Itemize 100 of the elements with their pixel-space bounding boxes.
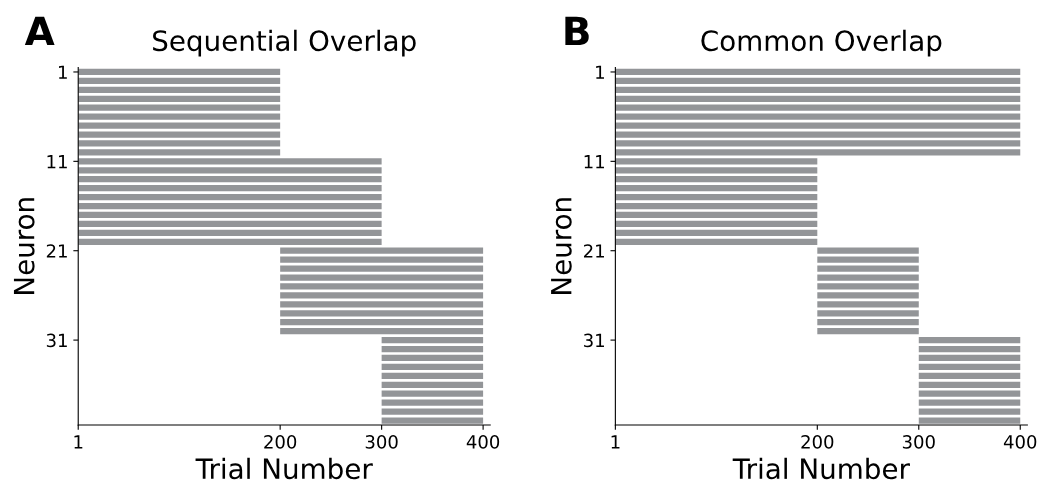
bar bbox=[381, 363, 484, 371]
bar bbox=[78, 238, 382, 245]
text: B bbox=[565, 16, 589, 46]
bar bbox=[918, 354, 1021, 362]
bar bbox=[78, 167, 382, 174]
bar bbox=[78, 158, 382, 165]
y-tick-label: 31 bbox=[46, 333, 67, 348]
bar bbox=[615, 185, 818, 192]
bar bbox=[615, 220, 818, 228]
bar bbox=[78, 68, 281, 76]
bar bbox=[381, 345, 484, 353]
bar bbox=[280, 256, 484, 263]
y-tick-label: 1 bbox=[59, 65, 67, 79]
y-tick-label: 11 bbox=[47, 155, 67, 169]
x-tick-label: 400 bbox=[1003, 435, 1037, 449]
bar bbox=[918, 399, 1021, 406]
text: A bbox=[24, 16, 55, 46]
bar bbox=[615, 77, 1021, 85]
bar bbox=[615, 140, 1021, 147]
bar bbox=[381, 372, 484, 379]
bar bbox=[78, 95, 281, 102]
bar bbox=[615, 167, 818, 174]
bar bbox=[817, 328, 919, 335]
bar bbox=[615, 211, 818, 219]
x-tick-label: 200 bbox=[264, 435, 297, 449]
bar bbox=[918, 336, 1021, 344]
bar bbox=[817, 283, 919, 290]
bar bbox=[280, 292, 484, 299]
bar bbox=[280, 310, 484, 317]
bar bbox=[615, 229, 818, 236]
bar bbox=[817, 292, 919, 299]
y-axis-title: Neuron bbox=[13, 198, 35, 294]
bar bbox=[78, 140, 281, 147]
bar bbox=[280, 283, 484, 290]
bar bbox=[817, 256, 919, 263]
bar bbox=[78, 104, 281, 111]
bar bbox=[78, 211, 382, 219]
bar bbox=[78, 176, 382, 183]
bar bbox=[381, 354, 484, 362]
bar bbox=[280, 301, 484, 308]
y-tick-label: 11 bbox=[584, 155, 604, 169]
bar bbox=[817, 310, 919, 317]
bar bbox=[78, 122, 281, 129]
bar bbox=[78, 149, 281, 156]
bar bbox=[615, 86, 1021, 93]
bar bbox=[817, 274, 919, 281]
bar bbox=[918, 381, 1021, 388]
bar bbox=[615, 122, 1021, 129]
bar bbox=[78, 86, 281, 93]
x-tick-label: 300 bbox=[902, 435, 935, 449]
bar bbox=[918, 390, 1021, 397]
bar bbox=[78, 185, 382, 192]
bar bbox=[817, 319, 919, 326]
bar bbox=[615, 238, 818, 245]
bar bbox=[381, 390, 484, 397]
bar bbox=[381, 381, 484, 388]
y-tick-label: 21 bbox=[584, 244, 604, 258]
y-tick-label: 1 bbox=[596, 65, 604, 79]
x-tick-label: 1 bbox=[74, 435, 83, 449]
x-axis-title: Trial Number bbox=[195, 457, 373, 480]
bar bbox=[78, 77, 281, 85]
bar bbox=[615, 158, 818, 165]
bar bbox=[918, 408, 1021, 415]
bar bbox=[615, 68, 1021, 76]
bar bbox=[381, 399, 484, 406]
chart-title: Common Overlap bbox=[701, 29, 942, 57]
y-tick-label: 21 bbox=[46, 244, 67, 258]
bar bbox=[817, 265, 919, 272]
bar bbox=[280, 328, 484, 335]
bar bbox=[78, 202, 382, 210]
x-axis-title: Trial Number bbox=[732, 457, 910, 480]
x-tick-label: 400 bbox=[466, 435, 500, 449]
bar bbox=[280, 247, 484, 254]
bar bbox=[918, 345, 1021, 353]
bar bbox=[78, 113, 281, 120]
bar bbox=[817, 247, 919, 254]
bar bbox=[78, 229, 382, 236]
bar bbox=[78, 193, 382, 201]
bar bbox=[280, 319, 484, 326]
bar bbox=[918, 417, 1021, 424]
bar bbox=[280, 274, 484, 281]
bar bbox=[280, 265, 484, 272]
bar bbox=[615, 202, 818, 210]
x-tick-label: 200 bbox=[801, 435, 834, 449]
chart-title: Sequential Overlap bbox=[153, 29, 416, 57]
bar bbox=[615, 95, 1021, 102]
x-tick-label: 300 bbox=[365, 435, 398, 449]
bar bbox=[381, 408, 484, 415]
bar bbox=[615, 104, 1021, 111]
bar bbox=[381, 417, 484, 424]
bar bbox=[615, 149, 1021, 156]
bar bbox=[78, 131, 281, 138]
bar bbox=[615, 193, 818, 201]
bar bbox=[615, 176, 818, 183]
bar bbox=[918, 363, 1021, 371]
bar bbox=[615, 131, 1021, 138]
bar bbox=[615, 113, 1021, 120]
bar bbox=[78, 220, 382, 228]
x-tick-label: 1 bbox=[611, 435, 620, 449]
bar bbox=[381, 336, 484, 344]
